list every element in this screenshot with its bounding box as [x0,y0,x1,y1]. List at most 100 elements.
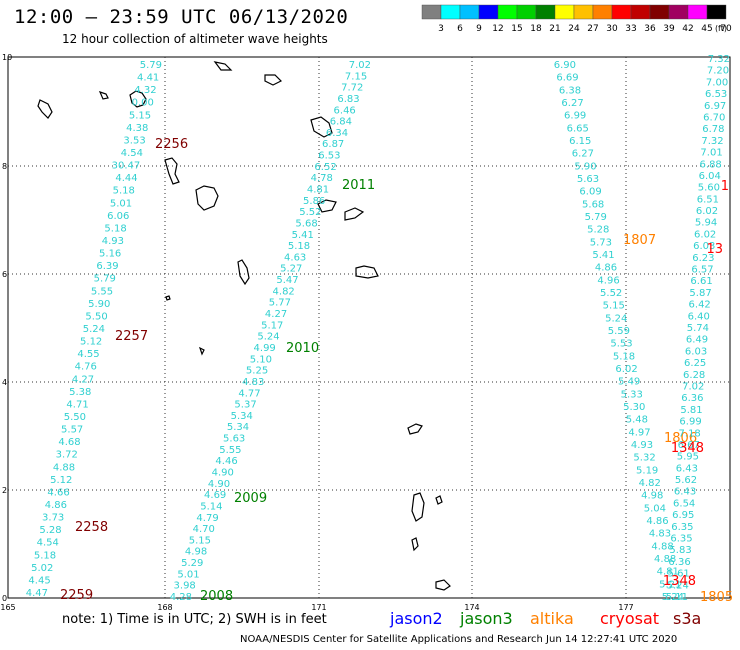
wave-height-value: 4.41 [137,73,159,84]
wave-height-value: 6.36 [681,393,703,404]
time-label: 1806 [664,431,697,446]
wave-height-value: 4.76 [75,362,97,373]
wave-height-value: 5.33 [621,389,643,400]
wave-height-value: 5.24 [257,332,279,343]
wave-height-value: 6.97 [704,101,726,112]
wave-height-value: 5.28 [587,225,609,236]
wave-height-value: 5.81 [680,405,702,416]
legend-swatch [649,4,670,20]
time-label: 2010 [286,341,319,356]
legend-swatch [459,4,480,20]
wave-height-value: 5.21 [659,579,681,590]
wave-height-value: 6.83 [337,94,359,105]
wave-height-value: 5.17 [261,320,283,331]
legend-label: 39 [663,24,675,34]
wave-height-value: 7.32 [701,136,723,147]
wave-height-value: 7.15 [345,71,367,82]
wave-height-value: 4.27 [72,374,94,385]
wave-height-value: 6.61 [690,276,712,287]
island-outline [411,537,419,552]
wave-height-value: 4.82 [639,478,661,489]
wave-height-value: 4.54 [37,538,59,549]
legend-label: 15 [511,24,522,34]
wave-height-value: 6.42 [689,300,711,311]
wave-height-value: 5.63 [223,434,245,445]
wave-height-value: 4.47 [26,588,48,599]
wave-height-value: 5.52 [600,288,622,299]
wave-height-value: 4.86 [595,263,617,274]
wave-height-value: 5.53 [610,339,632,350]
island-outline [344,207,365,221]
wave-height-value: 5.01 [110,198,132,209]
wave-height-value: 6.78 [702,124,724,135]
time-label: 1348 [671,441,704,456]
legend-label: 27 [587,24,598,34]
latitude-tick: 0 [2,594,7,603]
wave-height-value: 5.24 [667,580,689,591]
wave-height-value: 5.30 [623,402,645,413]
legend-label: 33 [625,24,636,34]
island-outline [165,295,171,301]
wave-height-value: 6.95 [672,510,694,521]
wave-height-value: 6.39 [96,261,118,272]
wave-height-value: 5.18 [34,550,56,561]
wave-height-value: 5.41 [292,230,314,241]
wave-height-value: 5.55 [219,445,241,456]
wave-height-value: 4.38 [126,123,148,134]
wave-height-value: 5.59 [608,326,630,337]
wave-height-value: 7.02 [349,60,371,71]
time-label: 2011 [342,178,375,193]
time-label: 2009 [234,491,267,506]
wave-height-value: 6.53 [705,89,727,100]
satellite-cryosat: cryosat [600,609,660,628]
color-legend: 3 6 9 12 15 18 21 24 27 30 33 36 39 42 45 70(ft) [421,4,732,34]
wave-height-value: 5.52 [299,207,321,218]
wave-height-value: 6.46 [334,105,356,116]
wave-height-value: 5.55 [91,286,113,297]
wave-height-value: 7.72 [341,83,363,94]
wave-height-value: 5.63 [577,174,599,185]
wave-height-value: 4.78 [311,173,333,184]
latitude-tick: 6 [2,270,7,279]
wave-height-value: 4.88 [654,554,676,565]
wave-height-value: 4.90 [208,479,230,490]
wave-height-value: 6.99 [679,417,701,428]
wave-height-value: 6.15 [569,136,591,147]
wave-height-value: 4.69 [204,490,226,501]
credit-line: NOAA/NESDIS Center for Satellite Applica… [240,634,678,645]
wave-height-value: 6.02 [694,229,716,240]
wave-height-value: 4.44 [115,173,137,184]
legend-swatch [497,4,518,20]
wave-height-value: 7.32 [708,54,730,65]
wave-height-value: 6.69 [556,73,578,84]
map-frame [7,56,731,599]
wave-height-value: 5.50 [64,412,86,423]
wave-height-value: 0.00 [132,98,154,109]
wave-height-value: 4.97 [628,427,650,438]
legend-label: 36 [644,24,656,34]
wave-height-value: 5.49 [618,377,640,388]
wave-height-value: 7.02 [682,382,704,393]
island-outline [435,579,451,591]
satellite-jason3: jason3 [460,609,513,628]
wave-height-value: 5.62 [675,475,697,486]
wave-height-value: 5.04 [644,503,666,514]
island-outline [129,90,147,108]
longitude-tick: 171 [311,603,326,612]
wave-height-value: 5.48 [626,415,648,426]
wave-height-value: 4.86 [45,500,67,511]
wave-height-value: 4.83 [242,377,264,388]
map-title: 12:00 – 23:59 UTC 06/13/2020 [14,6,349,28]
wave-height-value: 5.83 [669,545,691,556]
wave-height-value: 3.73 [42,513,64,524]
wave-height-value: 6.84 [330,117,352,128]
wave-height-value: 5.12 [50,475,72,486]
longitude-tick: 165 [0,603,15,612]
wave-height-value: 5.77 [269,298,291,309]
satellite-jason2: jason2 [390,609,443,628]
wave-height-value: 5.24 [662,592,684,603]
wave-height-value: 5.79 [140,60,162,71]
wave-height-value: 4.46 [215,456,237,467]
island-outline [195,185,219,211]
